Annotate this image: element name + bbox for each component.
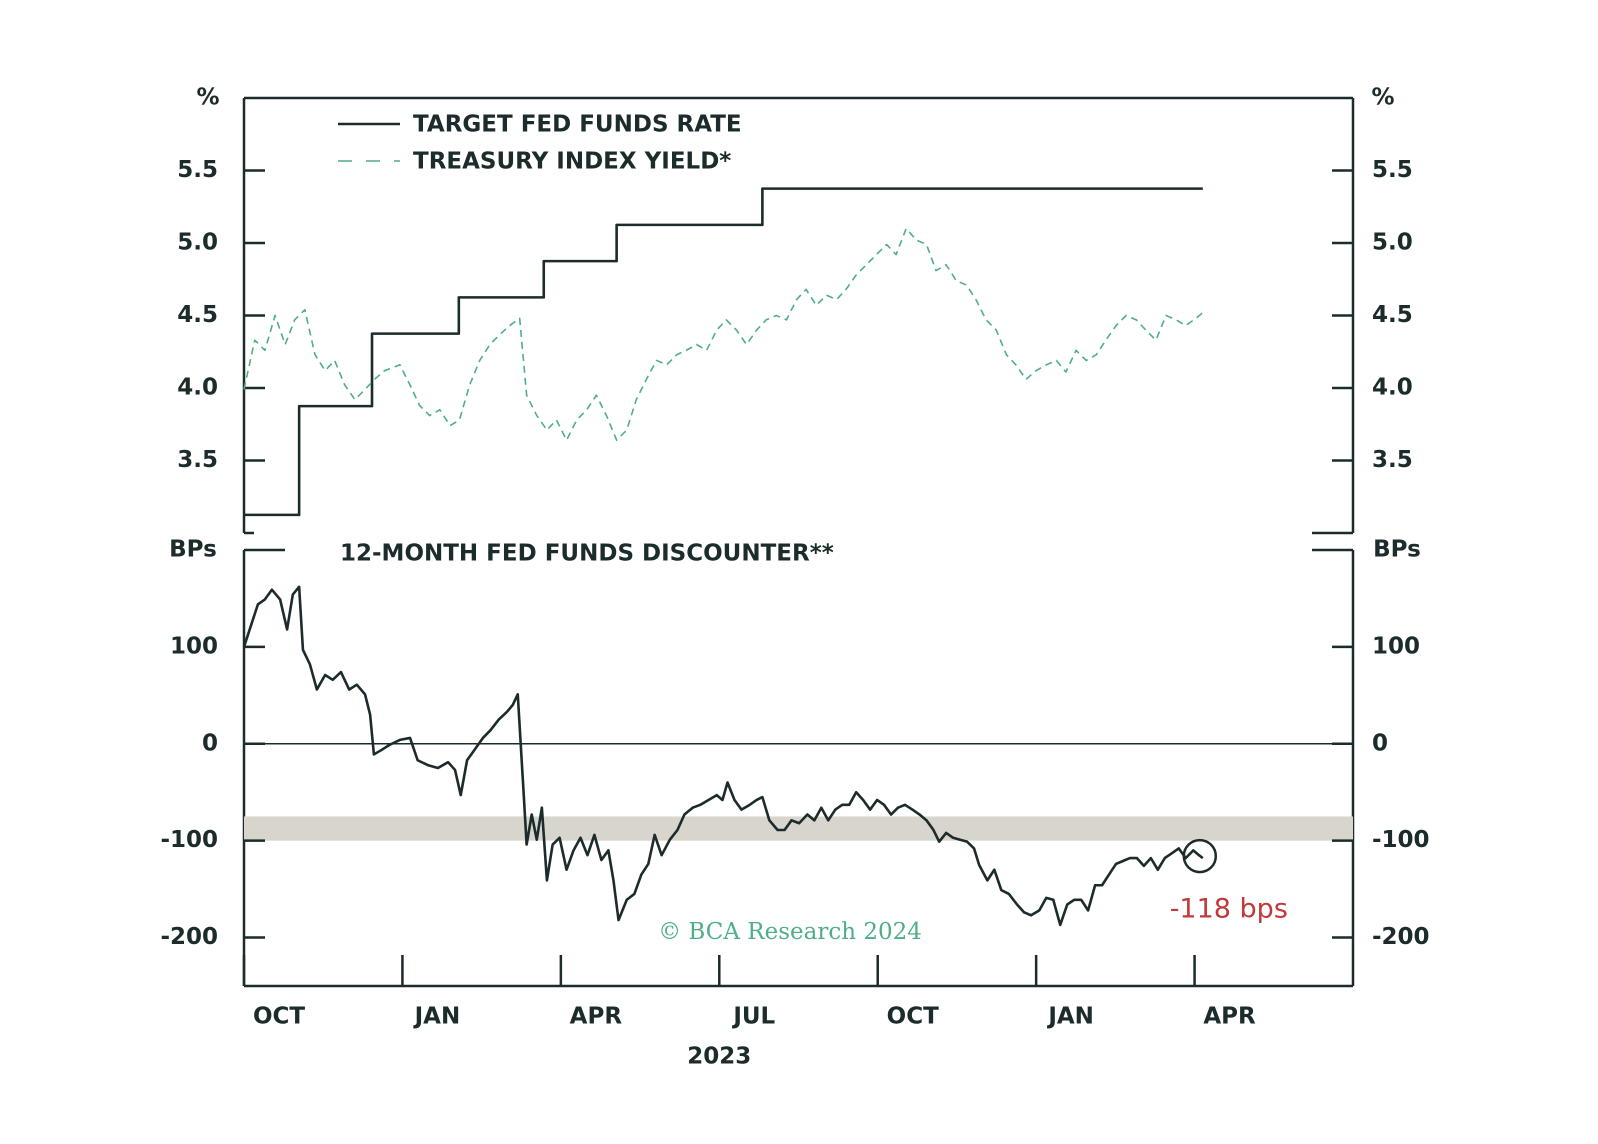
y-tick-label: 4.0 — [177, 375, 218, 401]
x-tick-label: JAN — [413, 1004, 461, 1030]
watermark: © BCA Research 2024 — [658, 919, 922, 945]
legend-label: TARGET FED FUNDS RATE — [413, 112, 742, 138]
x-tick-label: OCT — [887, 1004, 939, 1030]
y-tick-label: 100 — [170, 633, 218, 659]
y-tick-label: 4.5 — [177, 302, 218, 328]
y2-tick-label: 4.0 — [1372, 375, 1413, 401]
legend-label: TREASURY INDEX YIELD* — [413, 149, 731, 175]
y2-axis-label: % — [1371, 85, 1394, 111]
y-tick-label: -200 — [160, 924, 218, 950]
line-series — [242, 585, 1204, 927]
x-tick-label: APR — [1203, 1004, 1256, 1030]
y-tick-label: 5.5 — [177, 157, 218, 183]
line-series — [244, 187, 1203, 517]
y2-tick-label: 100 — [1372, 633, 1420, 659]
panel-title: 12-MONTH FED FUNDS DISCOUNTER** — [340, 541, 834, 567]
y-tick-label: -100 — [160, 827, 218, 853]
y-axis-label: BPs — [169, 537, 217, 563]
y-tick-label: 3.5 — [177, 447, 218, 473]
x-group-label: 2023 — [687, 1044, 751, 1070]
y-axis-label: % — [196, 85, 219, 111]
y-tick-label: 0 — [202, 730, 218, 756]
x-tick-label: JUL — [731, 1004, 775, 1030]
y-tick-label: 5.0 — [177, 230, 218, 256]
y2-tick-label: 5.5 — [1372, 157, 1413, 183]
band — [244, 816, 1353, 841]
x-tick-label: APR — [570, 1004, 623, 1030]
annotation: -118 bps — [1170, 894, 1288, 925]
y2-axis-label: BPs — [1373, 537, 1421, 563]
x-tick-label: OCT — [253, 1004, 305, 1030]
y2-tick-label: -100 — [1372, 827, 1430, 853]
x-tick-label: JAN — [1046, 1004, 1094, 1030]
y2-tick-label: 3.5 — [1372, 447, 1413, 473]
line-series — [243, 227, 1204, 441]
y2-tick-label: 5.0 — [1372, 230, 1413, 256]
annotation-marker — [1182, 838, 1218, 874]
y2-tick-label: 0 — [1372, 730, 1388, 756]
y2-tick-label: 4.5 — [1372, 302, 1413, 328]
y2-tick-label: -200 — [1372, 924, 1430, 950]
